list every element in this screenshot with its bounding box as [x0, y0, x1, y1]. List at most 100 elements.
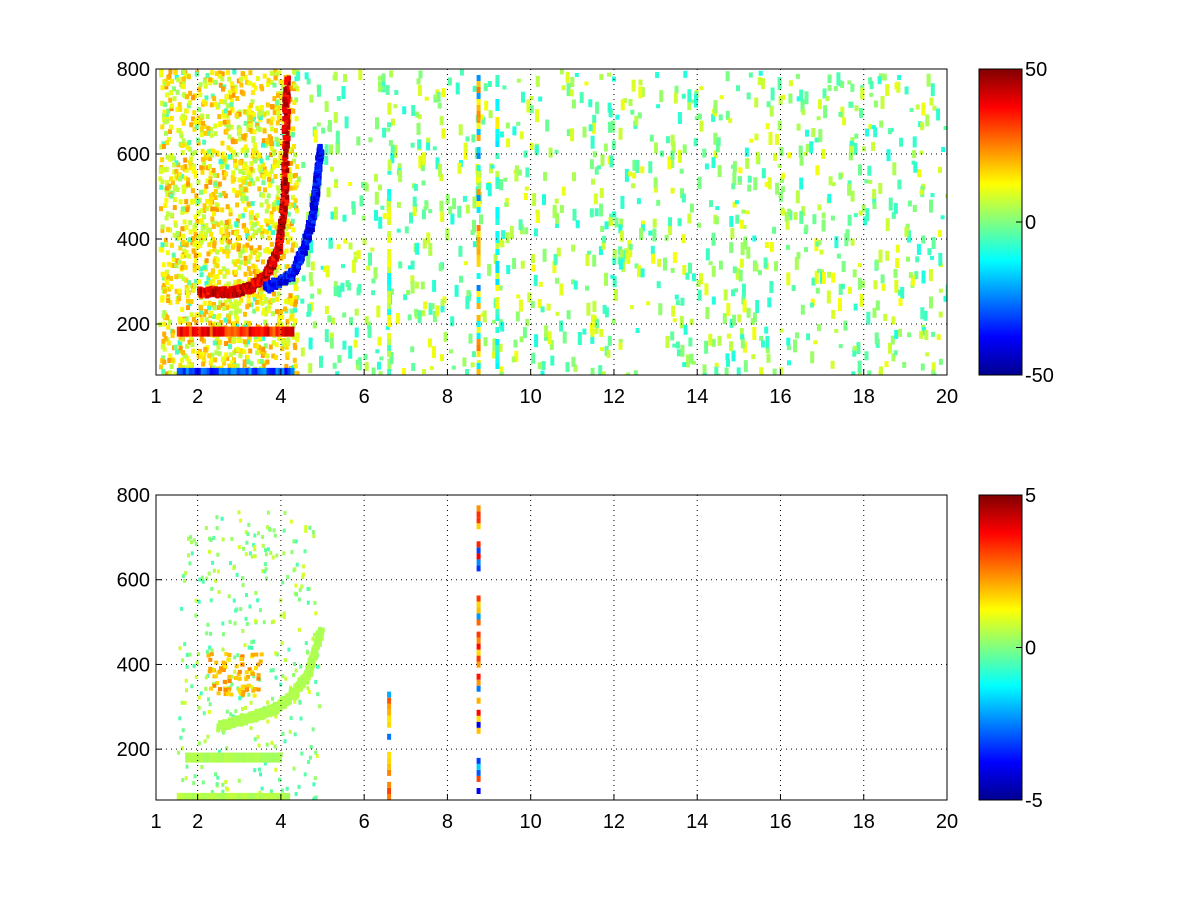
top-heatmap-cell — [742, 225, 747, 229]
top-heatmap-cell — [220, 302, 225, 308]
bottom-heatmap-cell — [312, 798, 316, 800]
top-heatmap-cell — [291, 242, 295, 248]
bottom-heatmap-cell — [230, 674, 234, 679]
top-heatmap-cell — [499, 131, 504, 138]
top-heatmap-cell — [572, 172, 576, 182]
top-heatmap-cell — [178, 363, 183, 369]
top-heatmap-cell — [284, 326, 289, 337]
top-heatmap-cell — [830, 215, 835, 221]
top-heatmap-cell — [926, 73, 931, 87]
top-heatmap-cell — [160, 124, 165, 130]
top-heatmap-cell — [241, 223, 246, 229]
top-heatmap-cell — [533, 228, 538, 237]
top-heatmap-cell — [208, 80, 213, 86]
top-heatmap-cell — [230, 326, 235, 337]
top-heatmap-cell — [168, 370, 173, 375]
bottom-heatmap-cell — [189, 535, 193, 540]
top-heatmap-cell — [275, 120, 280, 126]
bottom-heatmap-cell — [283, 658, 287, 663]
top-heatmap-cell — [243, 255, 248, 261]
top-heatmap-cell — [233, 162, 238, 168]
top-heatmap-cell — [908, 272, 913, 279]
top-heatmap-cell — [541, 361, 546, 370]
top-heatmap-cell — [426, 232, 431, 244]
top-heatmap-cell — [169, 284, 174, 290]
top-heatmap-cell — [205, 114, 210, 119]
top-heatmap-cell — [181, 365, 186, 370]
bottom-heatmap-cell — [232, 598, 236, 603]
bottom-heatmap-cell — [289, 685, 292, 690]
top-heatmap-cell — [253, 85, 258, 91]
top-heatmap-cell — [504, 202, 509, 207]
top-heatmap-cell — [842, 117, 847, 126]
top-heatmap-cell — [188, 229, 193, 235]
top-heatmap-cell — [199, 208, 204, 214]
top-heatmap-cell — [668, 217, 672, 229]
top-heatmap-cell — [169, 193, 174, 199]
bottom-heatmap-cell — [209, 538, 213, 542]
top-heatmap-cell — [376, 305, 381, 318]
top-heatmap-cell — [245, 242, 250, 248]
top-heatmap-cell — [314, 170, 319, 176]
top-heatmap-cell — [375, 349, 380, 354]
top-heatmap-cell — [207, 300, 212, 306]
top-heatmap-cell — [599, 328, 604, 337]
bottom-heatmap-cell — [312, 534, 316, 538]
top-heatmap-cell — [166, 324, 171, 330]
top-heatmap-cell — [212, 247, 217, 253]
bottom-heatmap-cell — [260, 786, 264, 791]
bottom-heatmap-cell — [270, 620, 274, 625]
top-heatmap-cell — [257, 111, 262, 117]
top-heatmap-cell — [179, 326, 184, 337]
top-heatmap-cell — [161, 313, 166, 319]
top-heatmap-cell — [238, 128, 243, 134]
top-heatmap-cell — [166, 81, 171, 87]
top-heatmap-cell — [234, 190, 239, 196]
top-heatmap-cell — [221, 156, 226, 162]
top-heatmap-cell — [931, 362, 936, 372]
top-heatmap-cell — [387, 249, 392, 255]
top-heatmap-cell — [257, 367, 262, 375]
top-heatmap-cell — [177, 273, 181, 279]
top-heatmap-cell — [387, 351, 392, 357]
top-heatmap-cell — [393, 104, 398, 109]
top-heatmap-cell — [869, 81, 874, 89]
top-heatmap-cell — [243, 180, 248, 185]
bottom-heatmap-cell — [282, 551, 286, 556]
top-heatmap-cell — [286, 119, 291, 125]
bottom-heatmap-cell — [208, 702, 212, 707]
top-heatmap-cell — [174, 160, 179, 166]
top-heatmap-cell — [169, 176, 174, 182]
top-heatmap-cell — [891, 316, 896, 325]
top-heatmap-cell — [342, 312, 347, 318]
top-heatmap-cell — [548, 147, 553, 158]
top-heatmap-cell — [364, 316, 369, 325]
bottom-heatmap-cell — [293, 699, 297, 704]
top-heatmap-cell — [193, 236, 198, 242]
top-heatmap-cell — [237, 300, 242, 306]
top-heatmap-cell — [219, 164, 224, 170]
top-heatmap-cell — [294, 337, 299, 343]
top-heatmap-cell — [279, 173, 284, 179]
top-heatmap-cell — [665, 136, 670, 144]
top-heatmap-cell — [163, 102, 168, 108]
bottom-heatmap-cell — [268, 527, 272, 532]
top-heatmap-cell — [432, 346, 436, 359]
top-heatmap-cell — [893, 202, 898, 214]
top-heatmap-cell — [416, 78, 421, 85]
top-heatmap-cell — [417, 114, 422, 120]
top-heatmap-cell — [160, 157, 165, 163]
top-heatmap-cell — [182, 76, 187, 82]
top-heatmap-cell — [178, 319, 183, 325]
top-heatmap-cell — [777, 163, 782, 168]
top-heatmap-cell — [219, 220, 224, 226]
top-heatmap-cell — [424, 202, 429, 209]
top-heatmap-cell — [527, 292, 532, 303]
top-heatmap-cell — [512, 258, 517, 269]
top-heatmap-cell — [432, 311, 437, 322]
bottom-heatmap-cell — [266, 510, 270, 515]
top-heatmap-cell — [278, 326, 283, 337]
bottom-heatmap-cell — [244, 552, 248, 557]
top-heatmap-cell — [218, 326, 223, 337]
